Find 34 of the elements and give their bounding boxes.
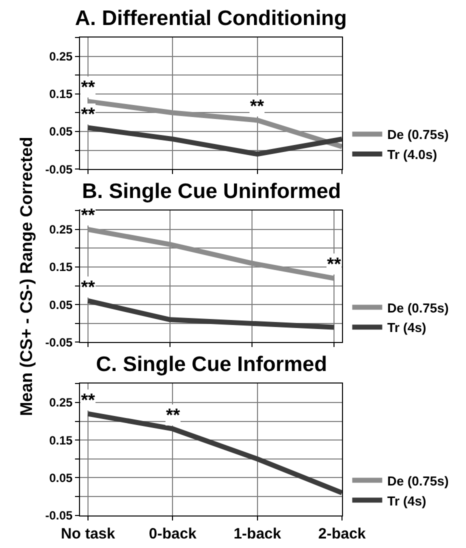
x-tick-label: 2-back	[318, 525, 366, 542]
annotation: **	[81, 390, 96, 410]
x-tick-label: 1-back	[234, 525, 282, 542]
y-tick-label: 0.05	[49, 298, 73, 312]
y-tick-label: 0.15	[49, 433, 73, 448]
y-tick-label: 0.15	[49, 260, 73, 274]
annotation: **	[166, 405, 180, 425]
y-tick-label: 0.25	[49, 50, 73, 64]
y-tick-label: 0.25	[49, 222, 73, 237]
legend-label: Tr (4.0s)	[387, 147, 438, 162]
legend-label: Tr (4s)	[387, 320, 426, 336]
annotation: **	[81, 77, 96, 97]
chart-title: A. Differential Conditioning	[75, 7, 347, 30]
legend-label: De (0.75s)	[387, 473, 449, 488]
chart-title: C. Single Cue Informed	[96, 353, 328, 376]
annotation: **	[327, 254, 342, 274]
x-tick-label: No task	[60, 525, 116, 542]
annotation: **	[81, 277, 96, 297]
chart-title: B. Single Cue Uninformed	[82, 180, 342, 203]
y-axis-title: Mean (CS+ - CS-) Range Corrected	[16, 136, 36, 416]
y-tick-label: 0.05	[49, 124, 73, 139]
y-tick-label: -0.05	[45, 508, 73, 523]
annotation: **	[81, 104, 96, 124]
annotation: **	[250, 96, 264, 116]
legend-label: De (0.75s)	[387, 300, 449, 316]
legend-label: De (0.75s)	[387, 127, 449, 142]
y-tick-label: 0.15	[49, 87, 73, 102]
y-tick-label: 0.25	[49, 396, 73, 410]
y-tick-label: -0.05	[45, 335, 73, 350]
annotation: **	[81, 205, 96, 225]
x-tick-label: 0-back	[148, 525, 198, 542]
y-tick-label: -0.05	[45, 162, 73, 176]
y-tick-label: 0.05	[49, 470, 73, 485]
legend-label: Tr (4s)	[387, 493, 426, 508]
